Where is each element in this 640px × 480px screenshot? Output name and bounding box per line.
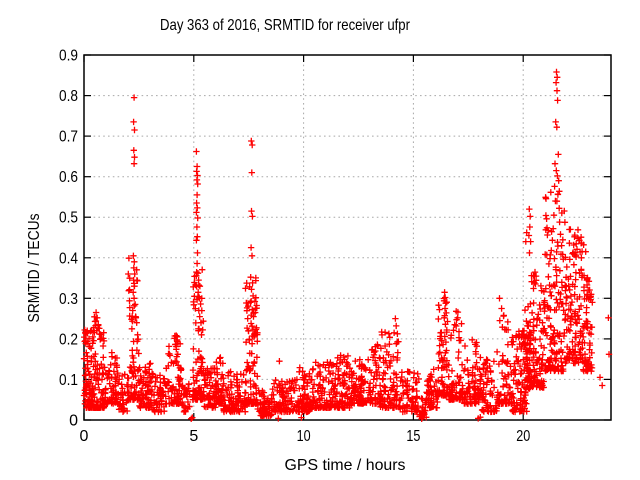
x-tick-label: 10 [297, 428, 311, 445]
y-tick-label: 0.6 [59, 169, 78, 186]
x-axis-label: GPS time / hours [285, 457, 406, 474]
x-tick-label: 20 [516, 428, 530, 445]
data-points [80, 68, 613, 422]
y-tick-label: 0.9 [59, 48, 78, 65]
plot-border [83, 54, 612, 421]
y-tick-label: 0.5 [59, 210, 78, 227]
y-tick-label: 0.2 [59, 331, 78, 348]
y-tick-label: 0.4 [59, 250, 78, 267]
y-axis-label: SRMTID / TECUs [26, 214, 43, 323]
y-tick-label: 0.1 [59, 372, 78, 389]
y-tick-label: 0 [69, 413, 78, 430]
x-tick-label: 15 [406, 428, 420, 445]
y-tick-label: 0.8 [59, 88, 78, 105]
chart-title: Day 363 of 2016, SRMTID for receiver ufp… [160, 17, 411, 34]
tick-labels: 0 5 10 15 20 0 0.1 0.2 0.3 0.4 0.5 0.6 0.7 0.8 0.9 [59, 48, 530, 446]
x-tick-label: 0 [80, 428, 89, 445]
y-tick-label: 0.3 [59, 291, 78, 308]
x-tick-label: 5 [189, 428, 198, 445]
y-tick-label: 0.7 [59, 129, 78, 146]
